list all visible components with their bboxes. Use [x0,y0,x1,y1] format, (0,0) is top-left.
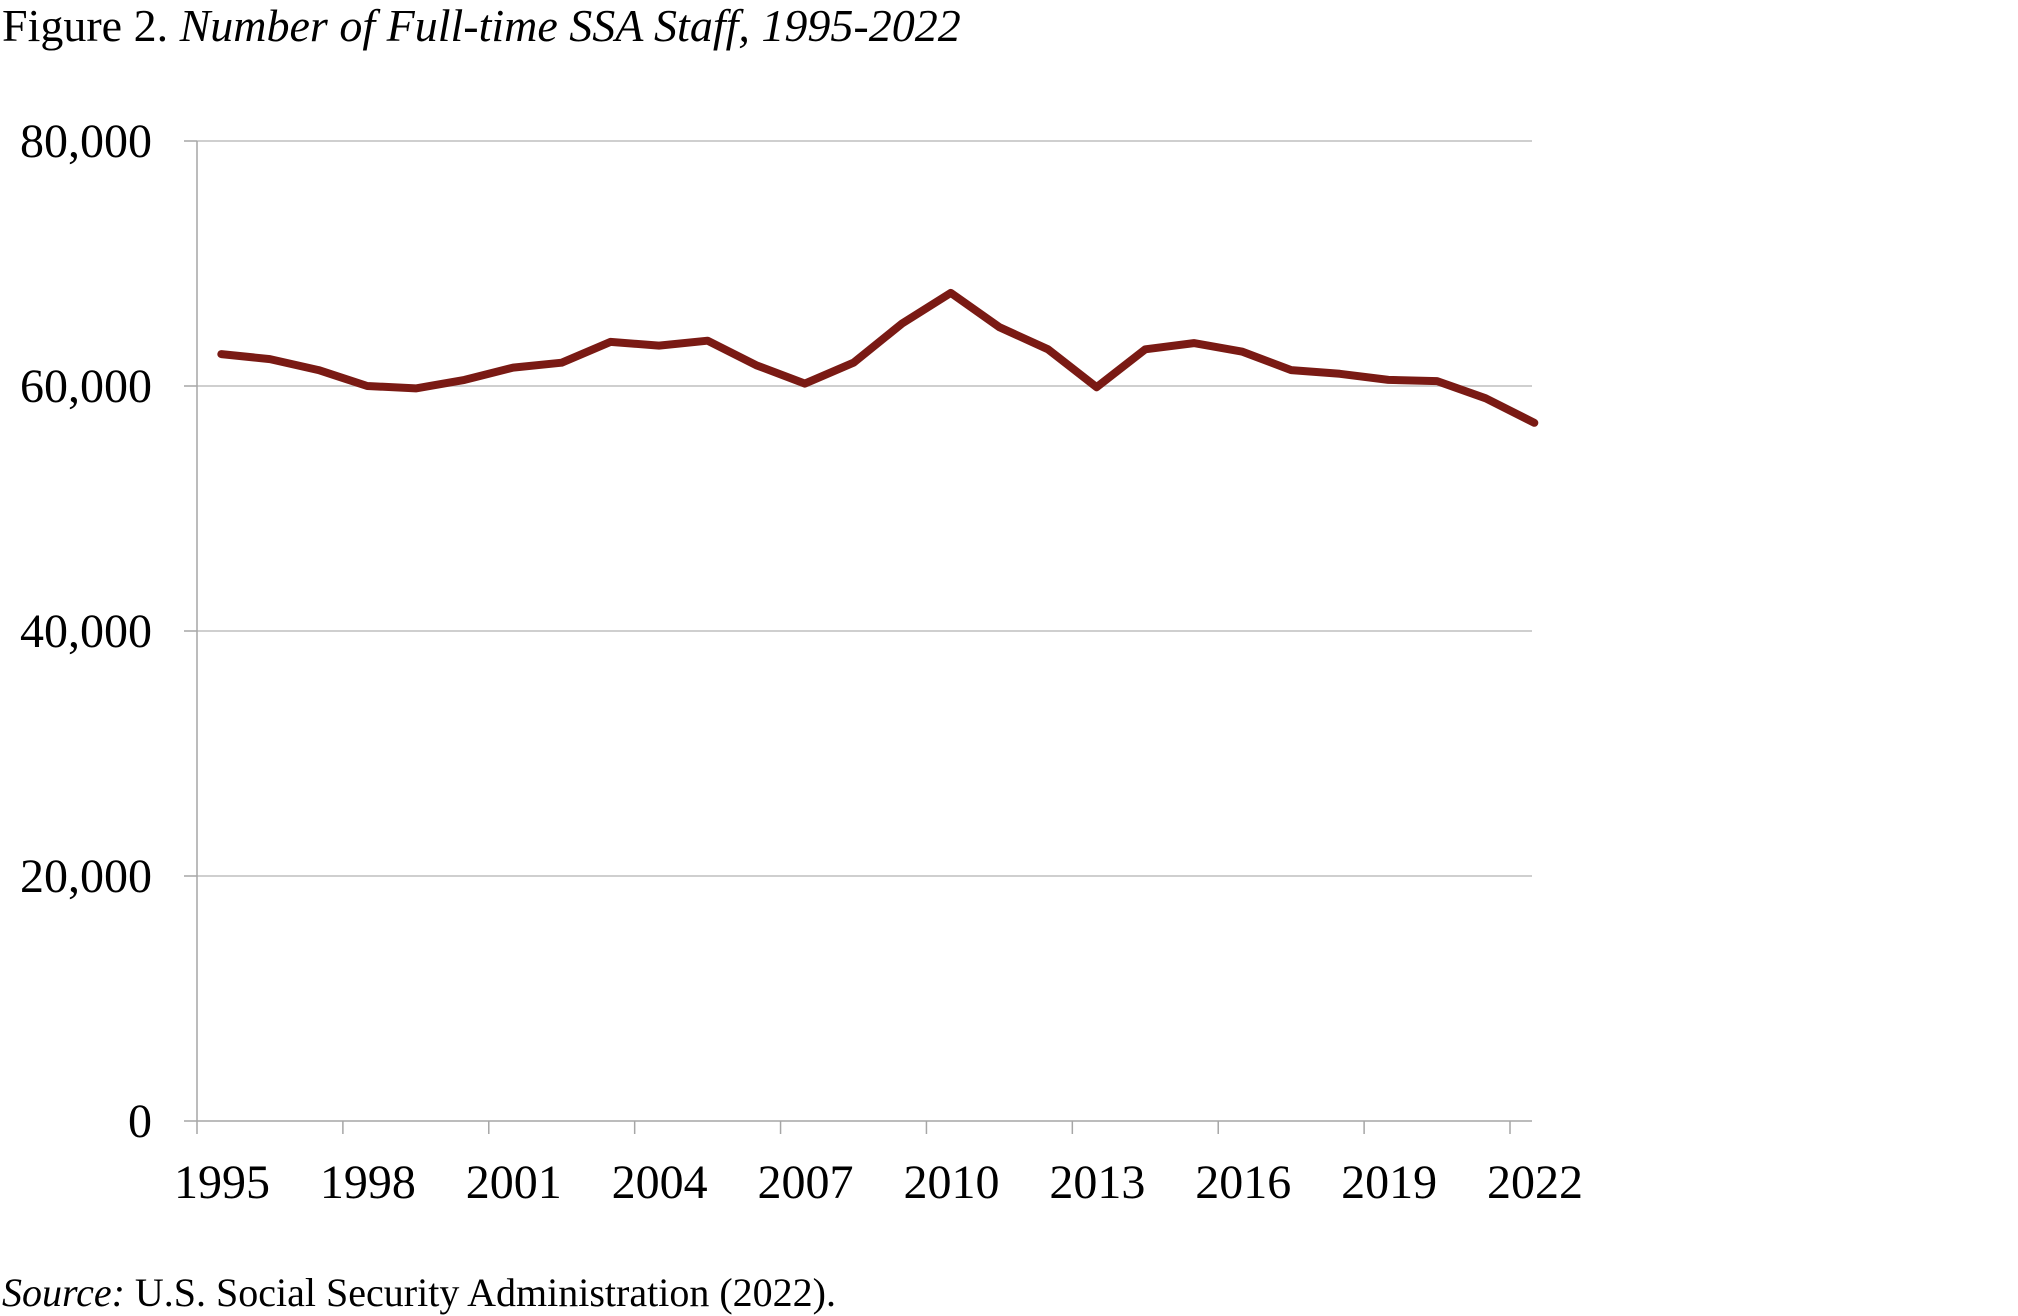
data-point [219,352,224,357]
data-point [754,363,759,368]
x-tick-label: 1998 [320,1156,416,1209]
data-point [948,290,953,295]
data-point [1240,349,1245,354]
series-line [217,288,1539,427]
data-point [559,360,564,365]
data-point [1386,377,1391,382]
data-point [1191,341,1196,346]
figure-label: Figure 2. [2,0,169,51]
data-point [608,339,613,344]
data-point [851,360,856,365]
x-tick-label: 2016 [1195,1156,1291,1209]
data-point [802,381,807,386]
figure-title-text: Number of Full-time SSA Staff, 1995-2022 [179,0,961,51]
data-point [413,386,418,391]
data-point [705,338,710,343]
data-point [267,357,272,362]
x-tick-label: 2013 [1049,1156,1145,1209]
data-point [1337,371,1342,376]
data-point [1094,385,1099,390]
data-point [462,377,467,382]
y-tick-label: 60,000 [20,360,152,413]
figure-title: Figure 2. Number of Full-time SSA Staff,… [2,0,961,52]
data-point [656,343,661,348]
x-tick-label: 2010 [903,1156,999,1209]
data-point [997,325,1002,330]
data-point [511,365,516,370]
series-layer [217,288,1539,427]
source-label: Source: [2,1270,125,1315]
data-point [365,384,370,388]
data-point [1435,379,1440,384]
y-tick-labels: 0 20,000 40,000 60,000 80,000 [20,115,152,1148]
x-tick-label: 2001 [466,1156,562,1209]
x-tick-labels: 1995 1998 2001 2004 2007 2010 2013 2016 2019 2022 [174,1156,1583,1209]
source-note: Source: U.S. Social Security Administrat… [2,1270,836,1316]
data-point [900,321,905,326]
data-point [316,368,321,373]
grid-lines [197,140,1532,877]
data-point [1289,368,1294,373]
x-tick-label: 2004 [612,1156,708,1209]
x-tick-label: 2019 [1341,1156,1437,1209]
line-chart: 0 20,000 40,000 60,000 80,000 1995 1998 2001 20… [20,115,1583,1209]
data-point [1532,420,1537,425]
y-tick-label: 40,000 [20,605,152,658]
x-tick-label: 2007 [758,1156,854,1209]
y-tick-label: 20,000 [20,850,152,903]
data-point [1046,347,1051,352]
x-tick-label: 1995 [174,1156,270,1209]
y-tick-label: 0 [128,1095,152,1148]
data-point [1143,347,1148,352]
y-tick-label: 80,000 [20,115,152,168]
axes [184,140,1532,1134]
source-text: U.S. Social Security Administration (202… [134,1270,836,1315]
x-tick-label: 2022 [1487,1156,1583,1209]
data-point [1483,396,1488,401]
